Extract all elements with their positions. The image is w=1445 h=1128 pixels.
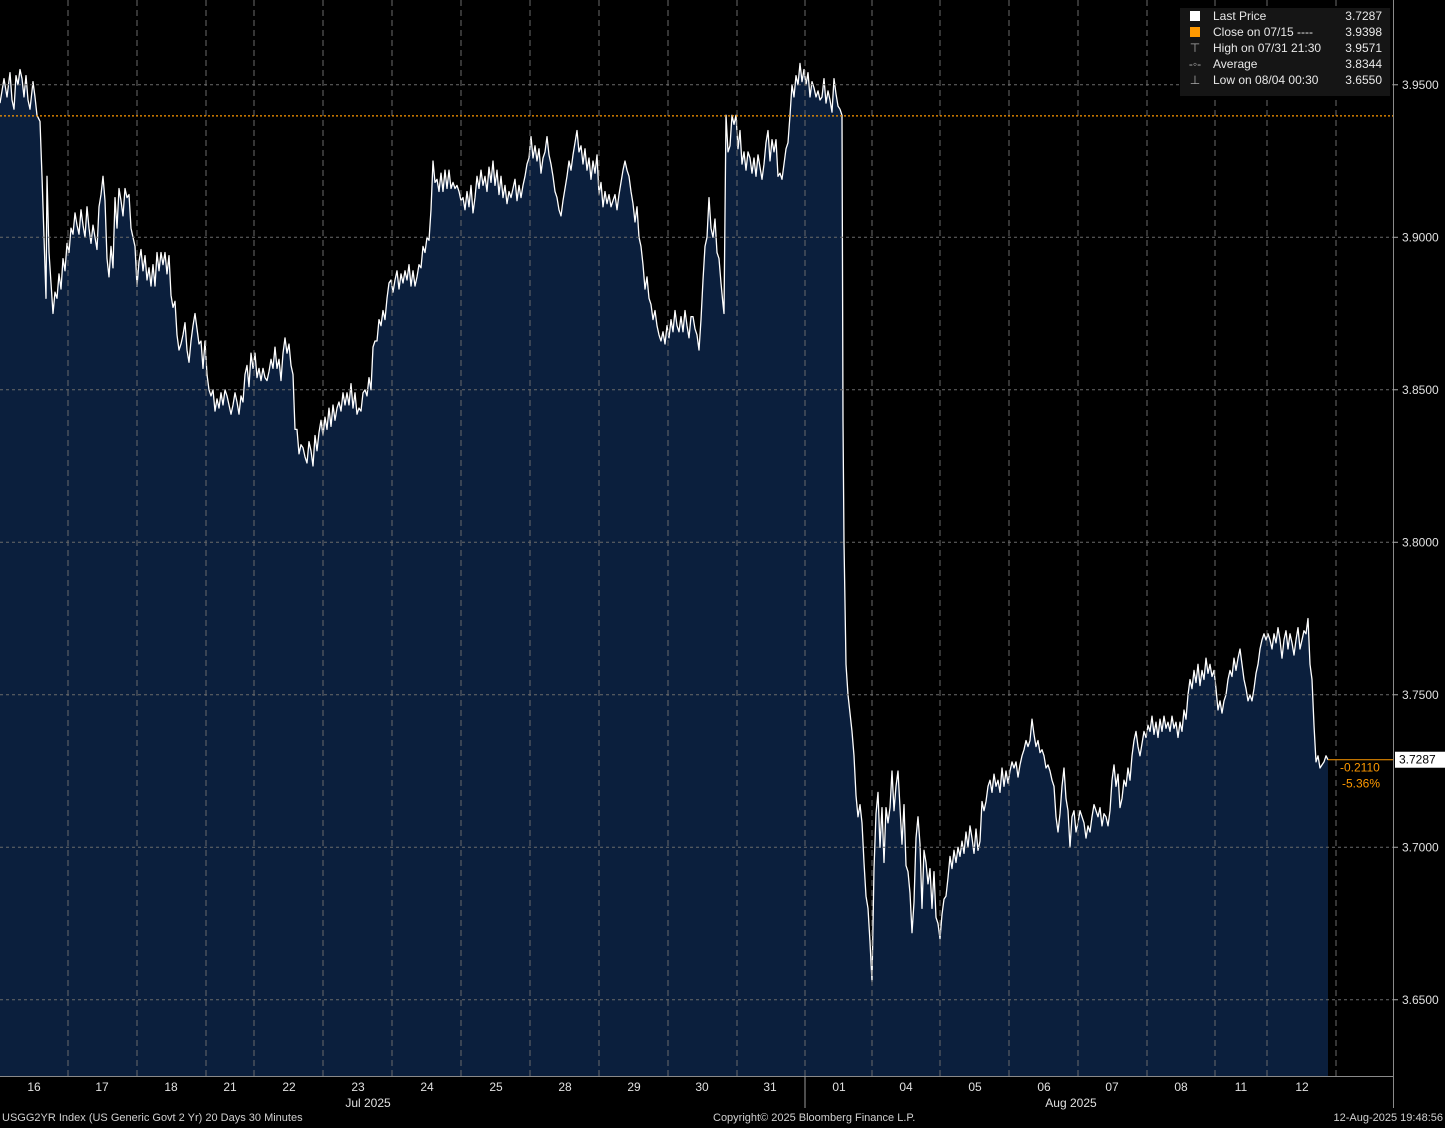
x-tick-label: 06 (1037, 1080, 1051, 1094)
legend-entry-low: ⊥ Low on 08/04 00:30 3.6550 (1180, 72, 1390, 88)
x-tick-label: 22 (282, 1080, 296, 1094)
x-tick-label: 12 (1295, 1080, 1309, 1094)
x-tick-label: 30 (695, 1080, 709, 1094)
high-marker-icon: ⊤ (1189, 41, 1201, 55)
legend-entry-high: ⊤ High on 07/31 21:30 3.9571 (1180, 40, 1390, 56)
month-label: Aug 2025 (1045, 1096, 1097, 1110)
x-tick-label: 25 (489, 1080, 503, 1094)
legend-label: High on 07/31 21:30 (1213, 41, 1322, 55)
y-tick-label: 3.7500 (1402, 688, 1439, 702)
y-tick-label: 3.8000 (1402, 535, 1439, 549)
footer-copyright: Copyright© 2025 Bloomberg Finance L.P. (713, 1112, 916, 1124)
x-tick-label: 04 (899, 1080, 913, 1094)
y-tick-label: 3.6500 (1402, 993, 1439, 1007)
last-value-tag (1395, 751, 1445, 768)
y-tick-label: 3.9500 (1402, 78, 1439, 92)
x-tick-label: 29 (627, 1080, 641, 1094)
legend-entry-average: -◦- Average 3.8344 (1180, 56, 1390, 72)
x-tick-label: 05 (968, 1080, 982, 1094)
legend-label: Low on 08/04 00:30 (1213, 73, 1319, 87)
price-area (0, 63, 1328, 1076)
x-tick-label: 16 (27, 1080, 41, 1094)
legend-value: 3.7287 (1345, 9, 1382, 23)
x-tick-label: 07 (1105, 1080, 1119, 1094)
x-tick-label: 23 (351, 1080, 365, 1094)
legend-value: 3.8344 (1345, 57, 1382, 71)
average-marker-icon: -◦- (1188, 57, 1202, 71)
legend-label: Last Price (1213, 9, 1267, 23)
footer-timestamp: 12-Aug-2025 19:48:56 (1333, 1112, 1443, 1124)
legend-entry-close: Close on 07/15 ---- 3.9398 (1180, 24, 1390, 40)
month-label: Jul 2025 (345, 1096, 391, 1110)
legend-entry-last-price: Last Price 3.7287 (1180, 8, 1390, 24)
grid-layer (0, 0, 1393, 1076)
legend: Last Price 3.7287 Close on 07/15 ---- 3.… (1180, 8, 1390, 96)
legend-value: 3.9571 (1345, 41, 1382, 55)
x-tick-label: 31 (763, 1080, 777, 1094)
x-tick-label: 24 (420, 1080, 434, 1094)
x-tick-label: 28 (558, 1080, 572, 1094)
change-percent: -5.36% (1342, 777, 1380, 791)
x-tick-label: 08 (1174, 1080, 1188, 1094)
low-marker-icon: ⊥ (1189, 73, 1201, 87)
y-tick-label: 3.8500 (1402, 383, 1439, 397)
x-tick-label: 11 (1235, 1080, 1248, 1094)
y-tick-label: 3.9000 (1402, 230, 1439, 244)
footer-ticker-description: USGG2YR Index (US Generic Govt 2 Yr) 20 … (2, 1112, 303, 1124)
legend-value: 3.9398 (1345, 25, 1382, 39)
change-absolute: -0.2110 (1340, 761, 1380, 775)
x-tick-label: 17 (95, 1080, 109, 1094)
x-tick-label: 01 (832, 1080, 846, 1094)
last-value-label: 3.7287 (1399, 753, 1436, 767)
white-square-icon (1185, 8, 1205, 25)
legend-label: Average (1213, 57, 1258, 71)
legend-value: 3.6550 (1345, 73, 1382, 87)
legend-label: Close on 07/15 ---- (1213, 25, 1314, 39)
y-tick-label: 3.7000 (1402, 840, 1439, 854)
x-tick-label: 21 (223, 1080, 237, 1094)
x-tick-label: 18 (164, 1080, 178, 1094)
orange-square-icon (1185, 24, 1205, 41)
